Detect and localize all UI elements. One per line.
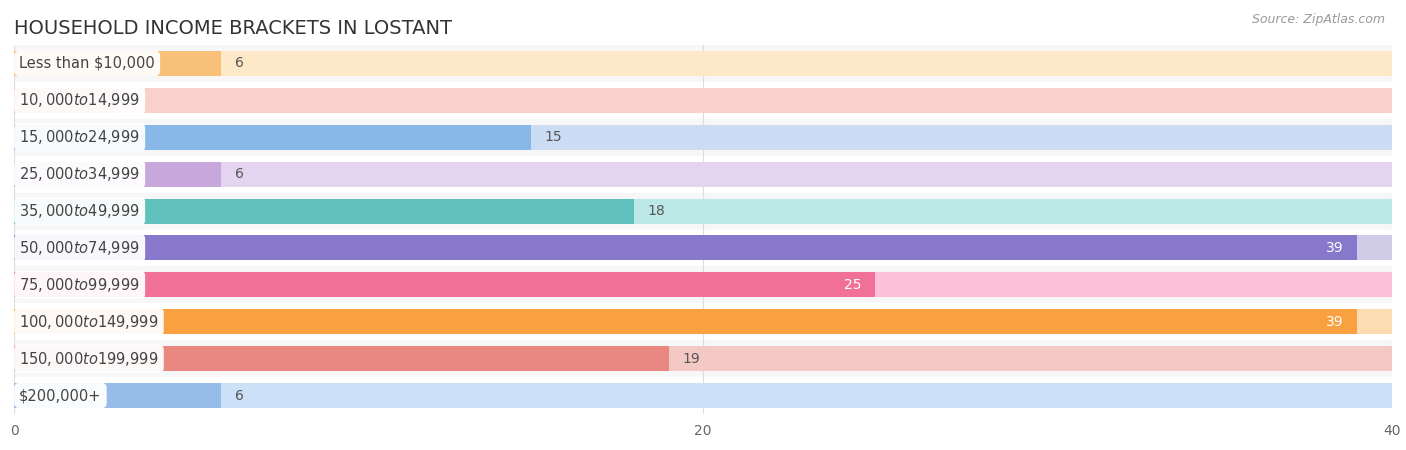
Bar — [14, 346, 669, 371]
Text: $25,000 to $34,999: $25,000 to $34,999 — [20, 165, 141, 183]
Text: 6: 6 — [235, 56, 243, 71]
Text: 6: 6 — [235, 388, 243, 403]
Bar — [14, 272, 1392, 297]
Text: Source: ZipAtlas.com: Source: ZipAtlas.com — [1251, 14, 1385, 27]
Text: $10,000 to $14,999: $10,000 to $14,999 — [20, 91, 141, 109]
Text: $200,000+: $200,000+ — [20, 388, 101, 403]
Text: $50,000 to $74,999: $50,000 to $74,999 — [20, 239, 141, 257]
Bar — [14, 119, 1392, 156]
Bar — [14, 162, 1392, 187]
Bar — [14, 309, 1392, 334]
Text: $100,000 to $149,999: $100,000 to $149,999 — [20, 313, 159, 331]
Bar — [14, 303, 1392, 340]
Bar — [14, 383, 1392, 408]
Bar — [14, 198, 634, 224]
Bar — [14, 162, 221, 187]
Bar — [14, 82, 1392, 119]
Text: 6: 6 — [235, 167, 243, 181]
Bar — [14, 383, 221, 408]
Bar — [14, 193, 1392, 230]
Text: 3: 3 — [131, 93, 141, 108]
Text: 39: 39 — [1326, 241, 1344, 255]
Bar — [14, 235, 1392, 261]
Bar — [14, 346, 1392, 371]
Text: $75,000 to $99,999: $75,000 to $99,999 — [20, 276, 141, 294]
Bar — [14, 156, 1392, 193]
Text: 19: 19 — [682, 351, 700, 366]
Text: Less than $10,000: Less than $10,000 — [20, 56, 155, 71]
Bar — [14, 125, 531, 150]
Text: HOUSEHOLD INCOME BRACKETS IN LOSTANT: HOUSEHOLD INCOME BRACKETS IN LOSTANT — [14, 19, 453, 38]
Bar — [14, 309, 1358, 334]
Bar — [14, 235, 1358, 261]
Bar — [14, 272, 875, 297]
Bar — [14, 88, 118, 113]
Bar — [14, 198, 1392, 224]
Text: 39: 39 — [1326, 315, 1344, 329]
Bar — [14, 125, 1392, 150]
Bar — [14, 51, 221, 76]
Bar — [14, 45, 1392, 82]
Bar — [14, 51, 1392, 76]
Text: 18: 18 — [648, 204, 665, 218]
Bar — [14, 340, 1392, 377]
Bar — [14, 230, 1392, 266]
Text: $150,000 to $199,999: $150,000 to $199,999 — [20, 350, 159, 368]
Text: 15: 15 — [544, 130, 562, 144]
Text: $35,000 to $49,999: $35,000 to $49,999 — [20, 202, 141, 220]
Text: 25: 25 — [844, 278, 862, 292]
Bar — [14, 377, 1392, 414]
Bar — [14, 266, 1392, 303]
Text: $15,000 to $24,999: $15,000 to $24,999 — [20, 128, 141, 146]
Bar — [14, 88, 1392, 113]
